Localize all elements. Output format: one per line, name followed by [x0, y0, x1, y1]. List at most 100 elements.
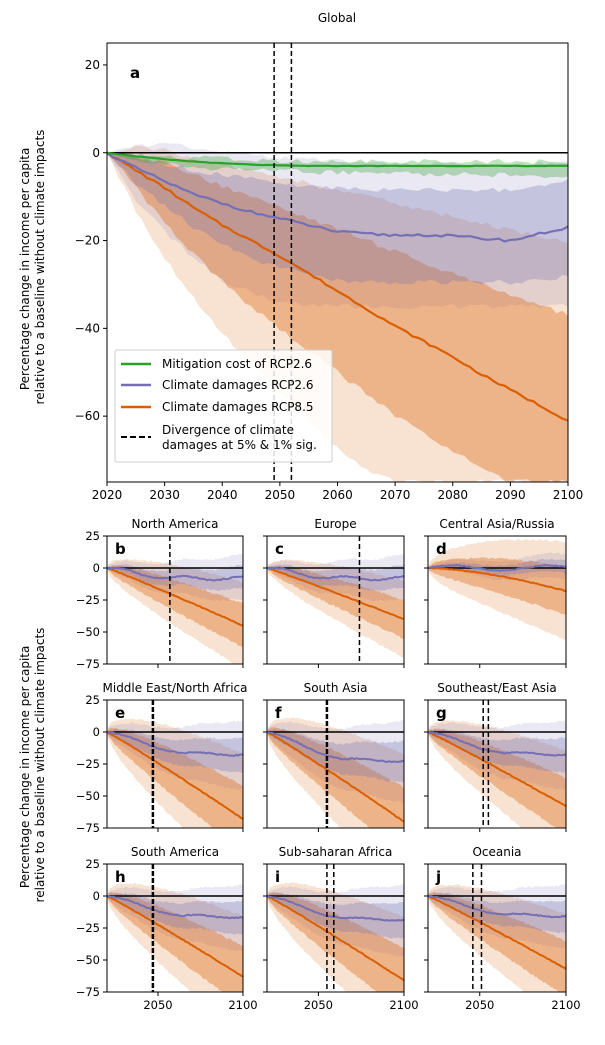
- region-title: North America: [132, 517, 219, 531]
- region-rcp85-outer-band: [428, 538, 566, 640]
- region-rcp85-inner-band: [428, 892, 566, 992]
- region-ytick-label: −50: [76, 953, 100, 967]
- region-rcp26-outer-band: [267, 883, 404, 957]
- region-panel-label: f: [275, 704, 282, 722]
- region-ytick-label: 0: [93, 561, 100, 575]
- legend-label-rcp26: Climate damages RCP2.6: [162, 378, 314, 392]
- rcp85-line: [107, 151, 568, 422]
- region-rcp26-line: [428, 894, 566, 919]
- region-rcp85-inner-band: [428, 728, 566, 828]
- region-rcp26-inner-band: [267, 728, 404, 783]
- region-ytick-label: −75: [76, 657, 100, 671]
- rcp85-outer-band: [107, 144, 568, 482]
- legend-label-rcp85: Climate damages RCP8.5: [162, 400, 314, 414]
- region-xtick-label: 2050: [143, 998, 172, 1012]
- region-rcp26-inner-band: [428, 558, 566, 576]
- rcp85-inner-band: [107, 152, 568, 482]
- region-ytick-label: −25: [76, 757, 100, 771]
- region-plot-area-f: [267, 700, 404, 828]
- legend-divergence-line1: Divergence of climate: [162, 423, 294, 437]
- region-panel-e: Middle East/North Africa e 25 0 −25 −50 −75: [76, 681, 248, 835]
- region-ytick-label: 25: [85, 529, 100, 543]
- rcp26-inner-band: [107, 153, 568, 285]
- global-xtick-label: 2090: [495, 488, 526, 502]
- region-rcp26-line: [107, 895, 243, 920]
- region-panel-j: Oceania j 2050 2100: [424, 845, 581, 1012]
- region-rcp26-line: [428, 731, 566, 757]
- region-panel-d: Central Asia/Russia d: [424, 517, 567, 668]
- global-panel: Global 2020 2030 2040 2050 2060 2070 2080 2090 2…: [18, 11, 583, 502]
- global-ytick-label: −40: [75, 321, 100, 335]
- legend: Mitigation cost of RCP2.6 Climate damage…: [114, 349, 333, 463]
- legend-label-divergence: Divergence of climate damages at 5% & 1%…: [162, 423, 317, 452]
- region-rcp85-line: [107, 731, 243, 820]
- region-rcp26-outer-band: [107, 720, 243, 790]
- region-ytick-label: −75: [76, 821, 100, 835]
- region-plot-area-c: [267, 536, 404, 664]
- region-panel-i: Sub-saharan Africa i 2050 2100: [263, 845, 419, 1012]
- region-panel-label: b: [115, 540, 126, 558]
- legend-label-mitigation: Mitigation cost of RCP2.6: [162, 357, 312, 371]
- region-rcp85-line: [267, 731, 404, 823]
- global-panel-label: a: [130, 64, 140, 82]
- region-rcp85-inner-band: [267, 891, 404, 992]
- region-title: Europe: [314, 517, 356, 531]
- regional-ylabel-line1: Percentage change in income per capita: [18, 646, 32, 889]
- region-rcp85-line: [428, 895, 566, 971]
- rcp26-outer-band: [107, 142, 568, 309]
- global-title: Global: [318, 11, 356, 25]
- global-ytick-label: −20: [75, 234, 100, 248]
- region-rcp26-inner-band: [107, 892, 243, 935]
- region-title: South America: [131, 845, 219, 859]
- region-rcp85-inner-band: [107, 565, 243, 648]
- mitigation-line: [107, 151, 568, 168]
- region-rcp85-line: [107, 895, 243, 978]
- region-panel-label: h: [115, 868, 126, 886]
- region-title: South Asia: [304, 681, 368, 695]
- region-title: Central Asia/Russia: [439, 517, 554, 531]
- region-title: Southeast/East Asia: [437, 681, 556, 695]
- region-ytick-label: −25: [76, 921, 100, 935]
- region-rcp85-outer-band: [428, 884, 566, 992]
- regional-ylabel-line2: relative to a baseline without climate i…: [33, 628, 47, 903]
- region-rcp26-outer-band: [107, 884, 243, 952]
- global-xtick-label: 2020: [92, 488, 123, 502]
- global-xtick-label: 2030: [149, 488, 180, 502]
- region-plot-area-e: [107, 700, 243, 828]
- region-plot-area-d: [428, 538, 566, 640]
- region-rcp85-line: [428, 566, 566, 593]
- region-plot-area-b: [107, 536, 243, 664]
- region-rcp26-line: [428, 564, 566, 572]
- region-xtick-label: 2100: [551, 998, 580, 1012]
- region-ytick-label: −25: [76, 593, 100, 607]
- legend-box: [114, 349, 333, 463]
- region-rcp85-outer-band: [428, 720, 566, 828]
- region-ytick-label: −50: [76, 625, 100, 639]
- global-xtick-label: 2040: [207, 488, 238, 502]
- region-panel-b: North America b 25 0 −25 −50 −75: [76, 517, 244, 671]
- region-rcp85-line: [428, 731, 566, 808]
- region-ytick-label: −50: [76, 789, 100, 803]
- region-rcp85-inner-band: [107, 891, 243, 992]
- global-xtick-label: 2050: [265, 488, 296, 502]
- region-ytick-label: 0: [93, 889, 100, 903]
- global-ylabel-line2: relative to a baseline without climate i…: [33, 130, 47, 405]
- region-panel-c: Europe c: [263, 517, 405, 668]
- region-ytick-label: 25: [85, 693, 100, 707]
- region-rcp85-line: [107, 567, 243, 627]
- region-title: Oceania: [472, 845, 521, 859]
- regional-y-axis-label: Percentage change in income per capita r…: [18, 628, 47, 903]
- global-xtick-label: 2070: [380, 488, 411, 502]
- region-rcp85-outer-band: [107, 558, 243, 664]
- region-rcp26-line: [267, 731, 404, 764]
- region-rcp26-outer-band: [428, 552, 566, 581]
- region-ytick-label: 25: [85, 857, 100, 871]
- region-plot-area-g: [428, 700, 566, 828]
- region-rcp26-line: [267, 566, 404, 582]
- legend-divergence-line2: damages at 5% & 1% sig.: [162, 438, 317, 452]
- global-ytick-label: 0: [92, 146, 100, 160]
- global-xtick-label: 2060: [322, 488, 353, 502]
- region-rcp26-line: [107, 566, 243, 582]
- region-rcp26-inner-band: [267, 892, 404, 939]
